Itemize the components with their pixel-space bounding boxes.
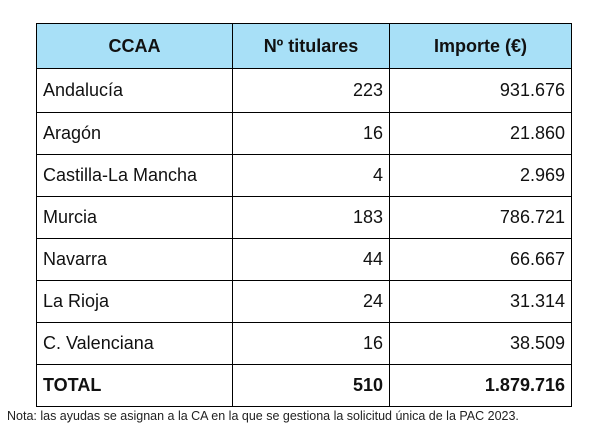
cell-ccaa: C. Valenciana	[36, 322, 233, 365]
cell-importe: 786.721	[389, 196, 572, 239]
cell-importe: 31.314	[389, 280, 572, 323]
header-importe: Importe (€)	[389, 23, 572, 69]
total-titulares: 510	[232, 364, 390, 407]
header-titulares: Nº titulares	[232, 23, 390, 69]
table-row: Castilla-La Mancha 4 2.969	[36, 154, 572, 197]
table-row: Murcia 183 786.721	[36, 196, 572, 239]
cell-titulares: 223	[232, 68, 390, 113]
table-row: Andalucía 223 931.676	[36, 68, 572, 113]
cell-importe: 931.676	[389, 68, 572, 113]
cell-importe: 66.667	[389, 238, 572, 281]
cell-ccaa: Murcia	[36, 196, 233, 239]
header-row: CCAA Nº titulares Importe (€)	[36, 23, 572, 69]
table-row: C. Valenciana 16 38.509	[36, 322, 572, 365]
cell-ccaa: Castilla-La Mancha	[36, 154, 233, 197]
table-row: La Rioja 24 31.314	[36, 280, 572, 323]
cell-titulares: 4	[232, 154, 390, 197]
cell-titulares: 16	[232, 112, 390, 155]
ayudas-table: CCAA Nº titulares Importe (€) Andalucía …	[36, 23, 572, 407]
table-row: Aragón 16 21.860	[36, 112, 572, 155]
table-row: Navarra 44 66.667	[36, 238, 572, 281]
total-label: TOTAL	[36, 364, 233, 407]
cell-ccaa: Andalucía	[36, 68, 233, 113]
cell-importe: 21.860	[389, 112, 572, 155]
cell-importe: 38.509	[389, 322, 572, 365]
cell-ccaa: Aragón	[36, 112, 233, 155]
cell-ccaa: Navarra	[36, 238, 233, 281]
total-row: TOTAL 510 1.879.716	[36, 364, 572, 407]
cell-titulares: 183	[232, 196, 390, 239]
cell-ccaa: La Rioja	[36, 280, 233, 323]
cell-importe: 2.969	[389, 154, 572, 197]
header-ccaa: CCAA	[36, 23, 233, 69]
cell-titulares: 16	[232, 322, 390, 365]
total-importe: 1.879.716	[389, 364, 572, 407]
cell-titulares: 24	[232, 280, 390, 323]
cell-titulares: 44	[232, 238, 390, 281]
footnote: Nota: las ayudas se asignan a la CA en l…	[7, 409, 519, 423]
